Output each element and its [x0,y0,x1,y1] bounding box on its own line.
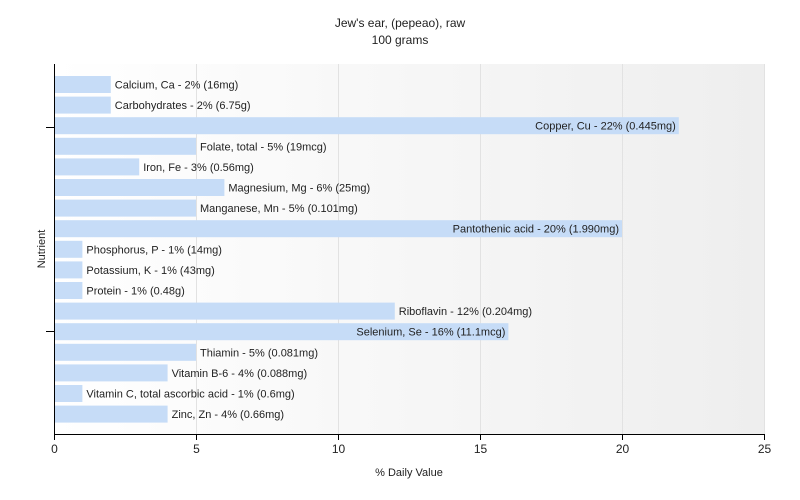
bar-label: Protein - 1% (0.48g) [86,286,184,298]
bar [55,261,83,279]
bar [55,158,140,176]
bar [55,323,509,341]
bar [55,76,111,93]
bar-label: Riboflavin - 12% (0.204mg) [399,306,532,318]
bar-label: Phosphorus, P - 1% (14mg) [86,244,222,256]
bar [55,240,83,258]
chart-title: Jew's ear, (pepeao), raw [335,16,466,30]
bar-label: Pantothenic acid - 20% (1.990mg) [453,224,619,236]
x-tick-label: 15 [474,442,488,456]
chart-subtitle: 100 grams [372,33,429,47]
bar-label: Vitamin C, total ascorbic acid - 1% (0.6… [86,389,294,401]
y-axis-label: Nutrient [36,230,48,269]
bar [55,220,622,238]
bar-label: Thiamin - 5% (0.081mg) [200,347,318,359]
bar [55,302,395,320]
bar [55,117,679,135]
bar-label: Copper, Cu - 22% (0.445mg) [535,121,676,133]
bar [55,137,196,155]
bar [55,199,196,217]
x-tick-label: 10 [332,442,346,456]
bar-label: Manganese, Mn - 5% (0.101mg) [200,203,358,215]
bar [55,96,111,114]
bar-label: Carbohydrates - 2% (6.75g) [115,100,251,112]
bar [55,405,168,423]
bar-label: Zinc, Zn - 4% (0.66mg) [172,409,284,421]
bar [55,385,83,402]
x-tick-label: 5 [193,442,200,456]
bar-label: Iron, Fe - 3% (0.56mg) [143,162,254,174]
bar-label: Folate, total - 5% (19mcg) [200,141,327,153]
x-tick-label: 25 [758,442,772,456]
bar-label: Magnesium, Mg - 6% (25mg) [228,183,370,195]
bar [55,364,168,382]
x-axis-label: % Daily Value [375,467,443,479]
bar-label: Potassium, K - 1% (43mg) [86,265,214,277]
x-tick-label: 20 [616,442,630,456]
bar [55,179,225,196]
x-tick-label: 0 [51,442,58,456]
bar [55,282,83,299]
bar-label: Calcium, Ca - 2% (16mg) [115,80,238,92]
bar-label: Selenium, Se - 16% (11.1mcg) [356,327,505,339]
bar-label: Vitamin B-6 - 4% (0.088mg) [172,368,308,380]
bar [55,343,196,361]
